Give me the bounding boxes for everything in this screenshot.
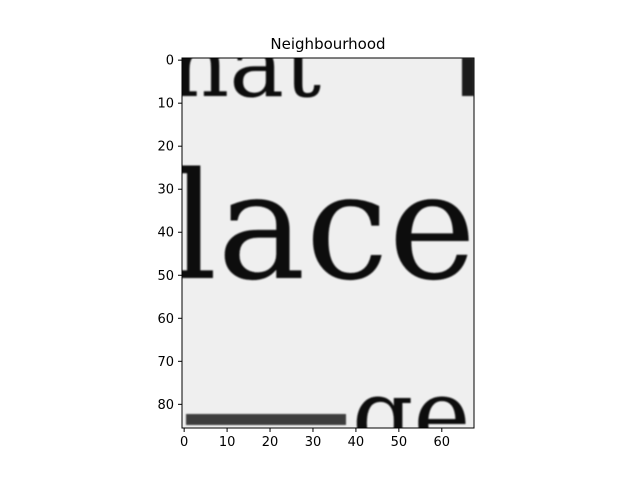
y-tick-label: 50 <box>157 269 174 284</box>
image-heatmap: nat lace ge <box>170 11 476 471</box>
x-tick-label: 50 <box>391 435 408 450</box>
y-tick-label: 30 <box>157 183 174 198</box>
x-tick-label: 60 <box>434 435 451 450</box>
x-tick-label: 20 <box>262 435 279 450</box>
image-background <box>182 58 474 428</box>
image-top-right-stroke <box>462 58 474 96</box>
x-tick-label: 0 <box>180 435 188 450</box>
chart-title: Neighbourhood <box>270 35 385 53</box>
axes-frame <box>181 57 475 429</box>
image-bottom-word-fragment: ge <box>352 359 470 471</box>
y-tick-label: 80 <box>157 398 174 413</box>
y-tick-label: 10 <box>157 97 174 112</box>
y-axis: 0 10 20 30 40 50 60 70 80 <box>157 54 182 413</box>
x-tick-label: 40 <box>348 435 365 450</box>
image-underline-bar <box>186 414 346 425</box>
y-tick-label: 0 <box>166 54 174 69</box>
y-tick-label: 60 <box>157 312 174 327</box>
y-tick-label: 40 <box>157 226 174 241</box>
image-top-word-fragment: nat <box>170 11 321 118</box>
image-main-word: lace <box>170 141 476 313</box>
y-tick-label: 70 <box>157 355 174 370</box>
x-tick-label: 30 <box>305 435 322 450</box>
y-tick-label: 20 <box>157 140 174 155</box>
x-tick-label: 10 <box>219 435 236 450</box>
x-axis: 0 10 20 30 40 50 60 <box>180 428 450 450</box>
